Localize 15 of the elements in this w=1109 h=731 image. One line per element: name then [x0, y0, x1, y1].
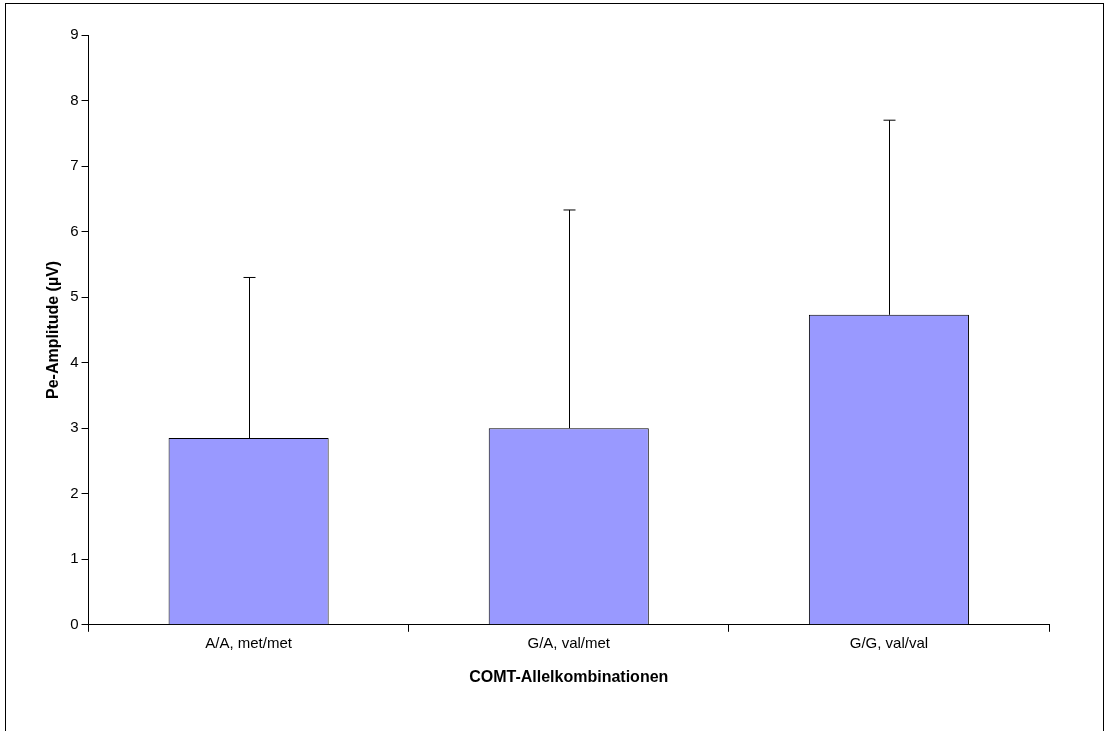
y-tick-label: 3	[70, 418, 79, 436]
y-axis-title: Pe-Amplitude (µV)	[44, 260, 62, 399]
y-tick-label: 4	[70, 352, 79, 370]
x-axis-title: COMT-Allelkombinationen	[469, 667, 669, 685]
y-tick-label: 0	[70, 614, 79, 632]
y-tick-label: 8	[70, 90, 79, 108]
y-tick-label: 6	[70, 221, 79, 239]
y-tick-label: 9	[70, 25, 79, 43]
y-tick-label: 5	[70, 287, 79, 305]
x-tick-label: G/A, val/met	[527, 633, 611, 651]
y-tick-label: 1	[70, 549, 79, 567]
y-tick-label: 7	[70, 156, 79, 174]
x-tick-label: A/A, met/met	[205, 633, 293, 651]
y-tick-label: 2	[70, 483, 79, 501]
x-tick-label: G/G, val/val	[849, 633, 929, 651]
